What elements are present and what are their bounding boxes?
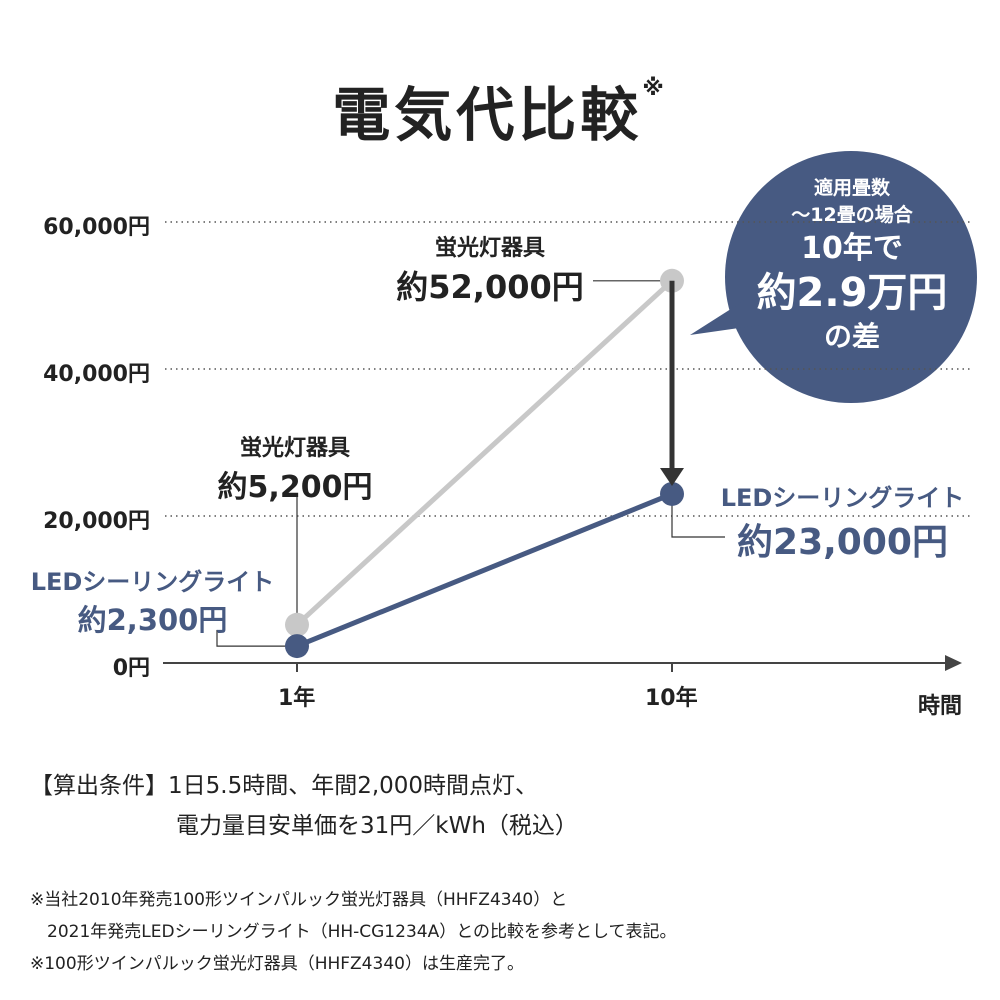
calculation-conditions: 【算出条件】1日5.5時間、年間2,000時間点灯、 電力量目安単価を31円／k… bbox=[30, 766, 578, 846]
bubble-text: の差 bbox=[823, 320, 880, 353]
ytick-label: 0円 bbox=[112, 656, 150, 681]
conditions-label: 【算出条件】 bbox=[30, 773, 168, 799]
chart-title: 電気代比較※ bbox=[332, 76, 668, 149]
footnote: ※100形ツインパルック蛍光灯器具（HHFZ4340）は生産完了。 bbox=[30, 954, 524, 974]
xtick-label: 10年 bbox=[645, 686, 698, 711]
x-axis-label: 時間 bbox=[918, 694, 963, 719]
bubble-text: 適用畳数 bbox=[813, 177, 890, 199]
fluorescent-10yr-label: 蛍光灯器具 約52,000円 bbox=[396, 236, 584, 306]
footnote-mark: ※ bbox=[642, 76, 668, 101]
leader-line bbox=[671, 493, 725, 538]
data-point bbox=[285, 612, 309, 637]
series-line-1 bbox=[296, 491, 673, 649]
difference-bubble: 適用畳数 〜12畳の場合 10年で 約2.9万円 の差 bbox=[727, 153, 977, 403]
bubble-circle bbox=[725, 151, 977, 403]
bubble-text: 〜12畳の場合 bbox=[791, 204, 913, 226]
ytick-label: 20,000円 bbox=[43, 509, 150, 534]
conditions-text: 1日5.5時間、年間2,000時間点灯、 bbox=[168, 773, 539, 799]
led-10yr-label: LEDシーリングライト 約23,000円 bbox=[720, 484, 965, 563]
footnote: 2021年発売LEDシーリングライト（HH-CG1234A）との比較を参考として… bbox=[30, 922, 677, 942]
led-1yr-label: LEDシーリングライト 約2,300円 bbox=[30, 568, 275, 637]
line-chart bbox=[163, 151, 977, 672]
data-point bbox=[660, 481, 684, 506]
conditions-text: 電力量目安単価を31円／kWh（税込） bbox=[176, 813, 578, 839]
series-line-0 bbox=[295, 278, 674, 627]
fluorescent-1yr-label: 蛍光灯器具 約5,200円 bbox=[217, 436, 373, 505]
bubble-tail bbox=[690, 300, 760, 335]
difference-arrowhead bbox=[660, 467, 684, 486]
ytick-label: 60,000円 bbox=[43, 215, 150, 240]
footnote: ※当社2010年発売100形ツインパルック蛍光灯器具（HHFZ4340）と bbox=[30, 890, 568, 910]
bubble-highlight: 約2.9万円 bbox=[756, 270, 948, 316]
footnotes: ※当社2010年発売100形ツインパルック蛍光灯器具（HHFZ4340）と 20… bbox=[30, 884, 677, 980]
xtick-label: 1年 bbox=[278, 686, 316, 711]
leader-line bbox=[216, 630, 297, 647]
data-point bbox=[285, 634, 309, 659]
bubble-text: 10年で bbox=[801, 231, 903, 266]
x-axis-arrow bbox=[945, 655, 962, 671]
ytick-label: 40,000円 bbox=[43, 362, 150, 387]
